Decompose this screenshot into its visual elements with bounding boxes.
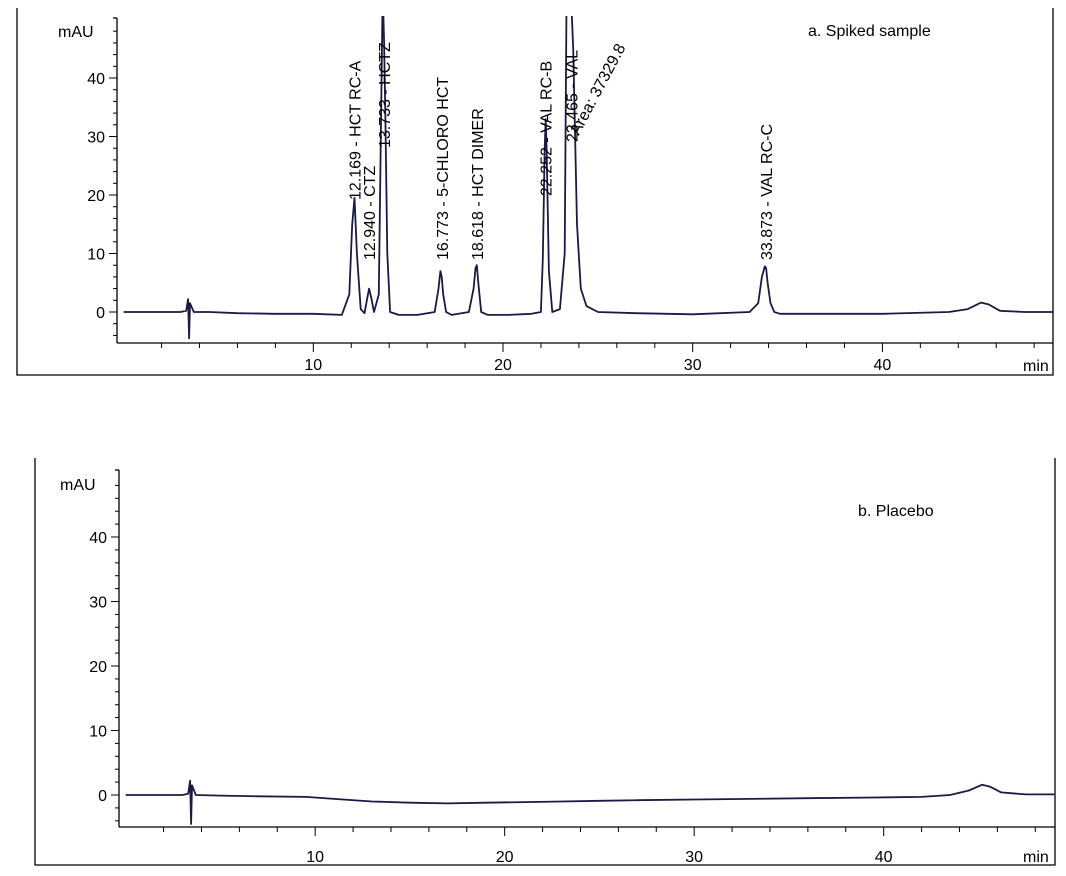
x-tick-label: 40 bbox=[875, 849, 893, 866]
x-axis-unit-label: min bbox=[1023, 849, 1049, 866]
peak-label: 23.465 - VAL bbox=[565, 50, 582, 142]
panel-label-spiked-sample: a. Spiked sample bbox=[808, 23, 931, 40]
x-tick-label: 10 bbox=[304, 357, 322, 374]
x-tick-label: 30 bbox=[684, 357, 702, 374]
y-tick-label: 30 bbox=[89, 595, 107, 612]
y-tick-label: 0 bbox=[96, 305, 105, 322]
y-tick-label: 20 bbox=[89, 659, 107, 676]
peak-label: 12.940 - CTZ bbox=[362, 166, 379, 260]
x-tick-label: 10 bbox=[306, 849, 324, 866]
chromatogram-trace bbox=[123, 16, 1053, 340]
peak-label: 16.773 - 5-CHLORO HCT bbox=[435, 77, 452, 260]
panel-spiked-sample: a. Spiked sample mAU min 0 10 20 30 40 10 20 30… bbox=[16, 8, 1054, 376]
plot-frame bbox=[34, 458, 1056, 866]
y-tick-label: 10 bbox=[89, 724, 107, 741]
peak-label: 12.169 - HCT RC-A bbox=[347, 60, 364, 200]
peak-label: 22.252 - VAL RC-B bbox=[539, 61, 556, 196]
y-axis-unit-label: mAU bbox=[60, 477, 96, 494]
x-tick-label: 30 bbox=[685, 849, 703, 866]
peak-label: 13.733 - HCTZ bbox=[377, 42, 394, 148]
x-axis-unit-label: min bbox=[1023, 358, 1049, 375]
peak-label: 18.618 - HCT DIMER bbox=[470, 108, 487, 260]
panel-placebo: b. Placebo mAU min 0 10 20 30 40 10 20 30 40 bbox=[34, 458, 1056, 866]
y-tick-label: 40 bbox=[87, 71, 105, 88]
y-axis-unit-label: mAU bbox=[58, 24, 94, 41]
plot-frame bbox=[16, 8, 1054, 376]
peak-label: 33.873 - VAL RC-C bbox=[759, 124, 776, 260]
x-tick-label: 20 bbox=[494, 357, 512, 374]
chromatogram-trace bbox=[125, 779, 1055, 825]
x-tick-label: 20 bbox=[496, 849, 514, 866]
panel-label-placebo: b. Placebo bbox=[858, 503, 934, 520]
y-tick-label: 40 bbox=[89, 530, 107, 547]
y-tick-label: 30 bbox=[87, 130, 105, 147]
y-tick-label: 10 bbox=[87, 247, 105, 264]
y-tick-label: 20 bbox=[87, 188, 105, 205]
y-tick-label: 0 bbox=[98, 788, 107, 805]
x-tick-label: 40 bbox=[874, 357, 892, 374]
